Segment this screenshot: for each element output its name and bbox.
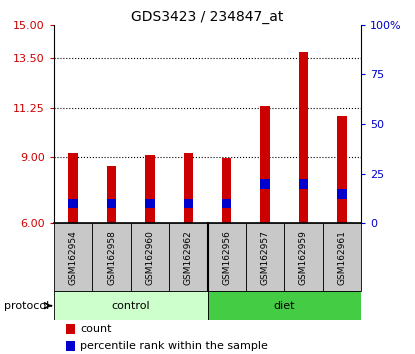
Text: percentile rank within the sample: percentile rank within the sample	[80, 341, 268, 351]
Title: GDS3423 / 234847_at: GDS3423 / 234847_at	[131, 10, 284, 24]
Text: GSM162960: GSM162960	[145, 230, 154, 285]
Text: protocol: protocol	[4, 301, 49, 311]
Text: GSM162958: GSM162958	[107, 230, 116, 285]
Text: diet: diet	[273, 301, 295, 311]
Text: GSM162961: GSM162961	[337, 230, 347, 285]
Bar	[145, 199, 155, 209]
FancyBboxPatch shape	[284, 223, 323, 291]
Bar	[299, 179, 308, 189]
Bar	[107, 199, 116, 209]
FancyBboxPatch shape	[169, 223, 208, 291]
Text: GSM162956: GSM162956	[222, 230, 231, 285]
FancyBboxPatch shape	[54, 223, 93, 291]
Text: GSM162957: GSM162957	[261, 230, 270, 285]
FancyBboxPatch shape	[131, 223, 169, 291]
FancyBboxPatch shape	[208, 223, 246, 291]
Bar	[68, 199, 78, 209]
Bar	[260, 107, 270, 223]
Bar	[337, 116, 347, 223]
Bar	[337, 189, 347, 199]
Bar	[260, 179, 270, 189]
Bar	[66, 341, 75, 350]
Bar	[66, 324, 75, 333]
Bar	[68, 153, 78, 223]
Bar	[183, 199, 193, 209]
Bar	[222, 199, 232, 209]
FancyBboxPatch shape	[323, 223, 361, 291]
Text: GSM162962: GSM162962	[184, 230, 193, 285]
Text: GSM162954: GSM162954	[68, 230, 78, 285]
Text: GSM162959: GSM162959	[299, 230, 308, 285]
FancyBboxPatch shape	[246, 223, 284, 291]
Bar	[222, 158, 232, 223]
FancyBboxPatch shape	[93, 223, 131, 291]
Text: count: count	[80, 324, 112, 334]
Text: control: control	[111, 301, 150, 311]
Bar	[183, 153, 193, 223]
FancyBboxPatch shape	[54, 291, 208, 320]
Bar	[299, 52, 308, 223]
FancyBboxPatch shape	[208, 291, 361, 320]
Bar	[145, 155, 155, 223]
Bar	[107, 166, 116, 223]
